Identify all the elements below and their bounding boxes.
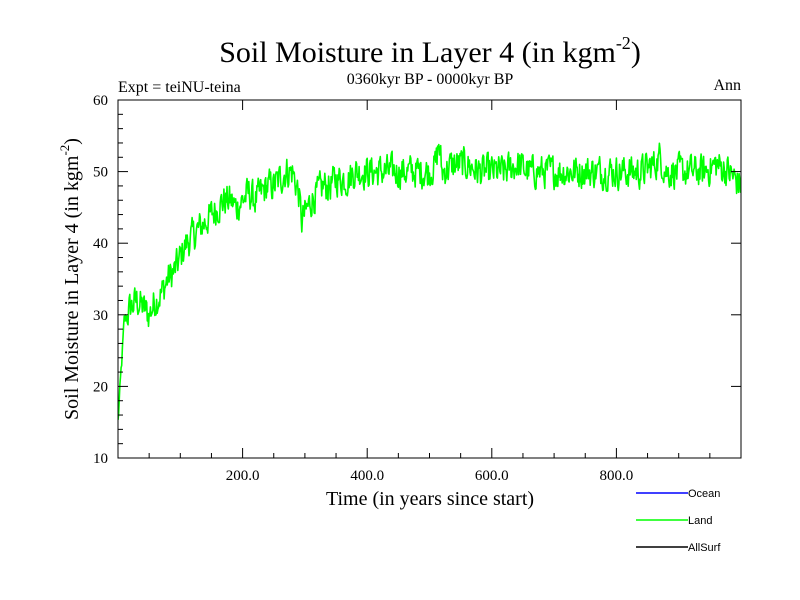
y-tick-label: 50	[93, 165, 108, 181]
series-line-land	[118, 142, 741, 420]
x-tick-label: 400.0	[350, 468, 384, 484]
y-tick-label: 40	[93, 236, 108, 252]
x-axis: 200.0 400.0 600.0 800.0	[148, 100, 711, 484]
x-tick-label: 600.0	[475, 468, 509, 484]
y-axis-label-close: )	[61, 138, 83, 145]
plot-frame	[117, 99, 742, 459]
chart-title-sup: -2	[616, 33, 631, 53]
legend-label-allsurf: AllSurf	[688, 542, 721, 554]
y-tick-label: 10	[93, 451, 108, 467]
x-axis-label: Time (in years since start)	[326, 488, 534, 510]
season-label: Ann	[713, 77, 741, 94]
x-tick-label: 200.0	[226, 468, 260, 484]
y-tick-label: 20	[93, 379, 108, 395]
chart-title-close: )	[631, 36, 641, 69]
chart-title: Soil Moisture in Layer 4 (in kgm-2)	[219, 33, 641, 69]
experiment-label: Expt = teiNU-teina	[118, 79, 241, 96]
y-axis-label-sup: -2	[57, 145, 72, 156]
legend-label-land: Land	[688, 515, 712, 527]
legend: Ocean Land AllSurf	[636, 488, 721, 554]
series-land-group	[118, 142, 741, 420]
y-axis-label: Soil Moisture in Layer 4 (in kgm-2)	[57, 138, 83, 420]
chart-subtitle: 0360kyr BP - 0000kyr BP	[347, 71, 514, 88]
x-tick-label: 800.0	[600, 468, 634, 484]
y-axis: 10 20 30 40 50 60	[93, 93, 741, 467]
y-tick-label: 30	[93, 308, 108, 324]
legend-label-ocean: Ocean	[688, 488, 720, 500]
y-tick-label: 60	[93, 93, 108, 109]
